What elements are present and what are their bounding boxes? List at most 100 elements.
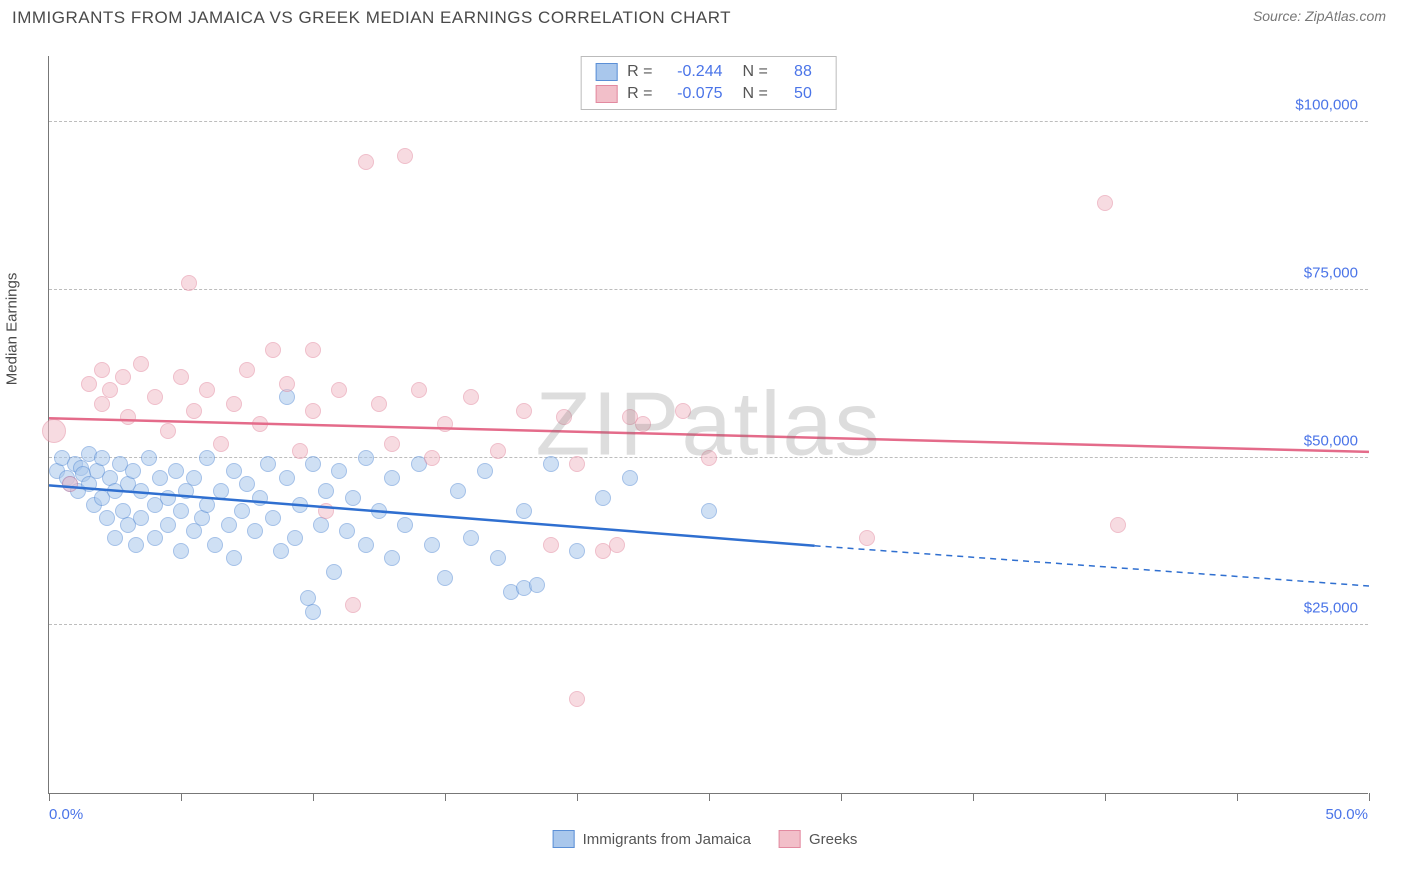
data-point	[635, 416, 651, 432]
x-tick	[1105, 793, 1106, 801]
data-point	[397, 148, 413, 164]
x-tick	[181, 793, 182, 801]
data-point	[221, 517, 237, 533]
data-point	[384, 470, 400, 486]
data-point	[305, 456, 321, 472]
data-point	[160, 490, 176, 506]
data-point	[358, 537, 374, 553]
data-point	[62, 476, 78, 492]
data-point	[181, 275, 197, 291]
data-point	[371, 396, 387, 412]
x-tick	[973, 793, 974, 801]
legend-r-value: -0.075	[667, 85, 723, 103]
x-tick	[1237, 793, 1238, 801]
correlation-legend: R =-0.244N =88R =-0.075N =50	[580, 56, 837, 110]
data-point	[147, 530, 163, 546]
data-point	[94, 450, 110, 466]
data-point	[115, 369, 131, 385]
data-point	[133, 483, 149, 499]
legend-item: Greeks	[779, 830, 857, 848]
data-point	[411, 382, 427, 398]
legend-swatch	[595, 63, 617, 81]
x-tick	[1369, 793, 1370, 801]
data-point	[339, 523, 355, 539]
data-point	[326, 564, 342, 580]
legend-n-label: N =	[743, 85, 768, 103]
data-point	[186, 470, 202, 486]
data-point	[120, 409, 136, 425]
data-point	[226, 396, 242, 412]
data-point	[622, 470, 638, 486]
data-point	[463, 530, 479, 546]
data-point	[463, 389, 479, 405]
data-point	[345, 490, 361, 506]
trend-lines	[49, 56, 1369, 794]
data-point	[437, 416, 453, 432]
data-point	[199, 497, 215, 513]
data-point	[199, 450, 215, 466]
data-point	[701, 503, 717, 519]
legend-r-label: R =	[627, 63, 652, 81]
data-point	[318, 483, 334, 499]
data-point	[595, 490, 611, 506]
source-attribution: Source: ZipAtlas.com	[1253, 8, 1386, 24]
data-point	[147, 389, 163, 405]
data-point	[543, 537, 559, 553]
data-point	[265, 510, 281, 526]
data-point	[107, 530, 123, 546]
data-point	[252, 416, 268, 432]
data-point	[213, 483, 229, 499]
data-point	[125, 463, 141, 479]
data-point	[133, 356, 149, 372]
legend-swatch	[595, 85, 617, 103]
legend-n-label: N =	[743, 63, 768, 81]
y-tick-label: $100,000	[1295, 97, 1358, 114]
data-point	[358, 450, 374, 466]
data-point	[173, 543, 189, 559]
data-point	[160, 517, 176, 533]
data-point	[133, 510, 149, 526]
data-point	[477, 463, 493, 479]
legend-n-value: 88	[782, 63, 812, 81]
y-axis-label: Median Earnings	[4, 273, 21, 386]
data-point	[42, 419, 66, 443]
data-point	[252, 490, 268, 506]
data-point	[226, 550, 242, 566]
data-point	[384, 550, 400, 566]
data-point	[569, 691, 585, 707]
data-point	[305, 342, 321, 358]
data-point	[186, 403, 202, 419]
data-point	[859, 530, 875, 546]
data-point	[273, 543, 289, 559]
data-point	[543, 456, 559, 472]
data-point	[141, 450, 157, 466]
chart-title: IMMIGRANTS FROM JAMAICA VS GREEK MEDIAN …	[12, 8, 731, 28]
legend-r-label: R =	[627, 85, 652, 103]
data-point	[99, 510, 115, 526]
data-point	[490, 443, 506, 459]
data-point	[207, 537, 223, 553]
data-point	[128, 537, 144, 553]
data-point	[239, 476, 255, 492]
data-point	[397, 517, 413, 533]
data-point	[292, 443, 308, 459]
chart-container: Median Earnings ZIPatlas R =-0.244N =88R…	[20, 48, 1390, 818]
plot-area: ZIPatlas R =-0.244N =88R =-0.075N =50 $2…	[48, 56, 1368, 794]
data-point	[292, 497, 308, 513]
data-point	[345, 597, 361, 613]
x-min-label: 0.0%	[49, 806, 83, 823]
data-point	[529, 577, 545, 593]
legend-item: Immigrants from Jamaica	[553, 830, 751, 848]
data-point	[239, 362, 255, 378]
data-point	[424, 450, 440, 466]
data-point	[556, 409, 572, 425]
series-legend: Immigrants from Jamaica Greeks	[553, 830, 858, 848]
x-tick	[445, 793, 446, 801]
data-point	[305, 403, 321, 419]
x-tick	[577, 793, 578, 801]
legend-n-value: 50	[782, 85, 812, 103]
data-point	[94, 362, 110, 378]
data-point	[305, 604, 321, 620]
data-point	[331, 382, 347, 398]
data-point	[569, 456, 585, 472]
